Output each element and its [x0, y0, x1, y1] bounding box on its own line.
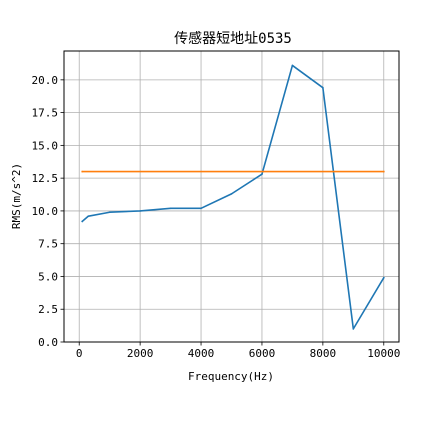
data-point	[352, 328, 355, 330]
y-tick-label: 15.0	[32, 139, 59, 152]
chart-title: 传感器短地址0535	[174, 30, 292, 47]
x-axis-label: Frequency(Hz)	[188, 370, 274, 383]
data-point	[382, 276, 385, 279]
series-lines	[81, 64, 385, 330]
data-point	[291, 64, 294, 67]
axis-ticks: 0 2000 4000 6000 8000 10000 0.0 2.5 5.0 7.5 10.0 12…	[32, 74, 401, 360]
data-point	[200, 207, 202, 210]
data-point	[81, 170, 84, 173]
y-tick-label: 7.5	[38, 238, 58, 251]
x-tick-label: 4000	[188, 347, 215, 360]
data-point	[230, 193, 233, 195]
data-point	[382, 170, 385, 173]
y-tick-label: 12.5	[32, 172, 59, 185]
x-tick-label: 0	[76, 347, 83, 360]
y-tick-label: 10.0	[32, 205, 59, 218]
x-tick-label: 8000	[310, 347, 337, 360]
series-line-1	[81, 64, 385, 330]
y-tick-label: 2.5	[38, 303, 58, 316]
data-point	[87, 215, 90, 217]
y-tick-label: 17.5	[32, 107, 59, 120]
y-tick-label: 5.0	[38, 270, 58, 283]
x-tick-label: 2000	[127, 347, 154, 360]
data-point	[139, 210, 141, 212]
data-point	[261, 173, 263, 176]
x-tick-label: 10000	[367, 347, 400, 360]
y-tick-label: 20.0	[32, 74, 59, 87]
data-point	[322, 86, 324, 89]
data-point	[108, 211, 111, 214]
y-axis-label: RMS(m/s^2)	[10, 163, 23, 229]
plot-frame	[63, 50, 400, 343]
data-point	[169, 207, 172, 210]
grid	[64, 51, 399, 343]
data-point	[81, 220, 84, 223]
y-tick-label: 0.0	[38, 336, 58, 349]
x-tick-label: 6000	[249, 347, 276, 360]
